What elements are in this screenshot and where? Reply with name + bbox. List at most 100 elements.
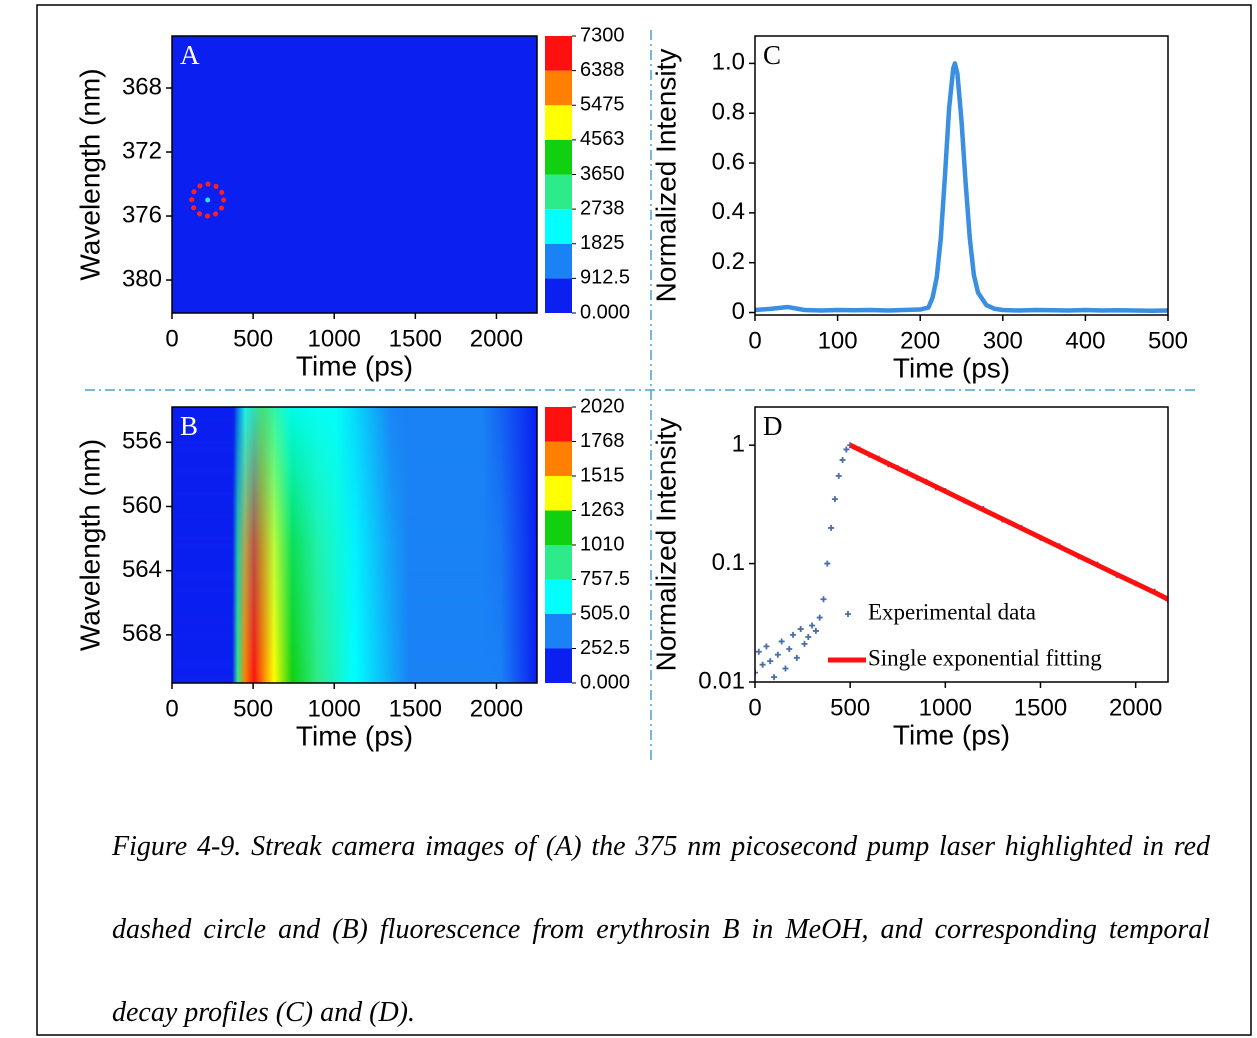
data-point xyxy=(820,596,827,603)
data-point xyxy=(778,638,785,645)
x-tick-label: 0 xyxy=(748,327,761,354)
y-tick-label: 0.6 xyxy=(712,148,745,175)
colorbar-bin xyxy=(545,579,572,614)
data-point xyxy=(801,640,808,647)
x-tick-label: 500 xyxy=(233,695,273,722)
colorbar-bin xyxy=(545,209,572,244)
heatmap-background xyxy=(172,36,537,313)
colorbar-label: 1010 xyxy=(580,533,625,555)
x-tick-label: 400 xyxy=(1065,327,1105,354)
data-point xyxy=(831,496,838,503)
y-tick-label: 0.1 xyxy=(712,549,745,576)
colorbar-label: 912.5 xyxy=(580,267,630,289)
caption: Figure 4-9. Streak camera images of (A) … xyxy=(112,831,1210,1028)
colorbar-bin xyxy=(545,614,572,649)
data-point xyxy=(790,631,797,638)
plot-area xyxy=(172,36,537,313)
legend-label: Single exponential fitting xyxy=(868,645,1102,670)
x-tick-label: 2000 xyxy=(470,325,523,352)
x-tick-label: 1000 xyxy=(308,695,361,722)
colorbar-label: 1515 xyxy=(580,464,625,486)
colorbar-label: 505.0 xyxy=(580,602,630,624)
colorbar-label: 5475 xyxy=(580,94,625,116)
plot-area xyxy=(755,442,1168,681)
x-tick-label: 200 xyxy=(900,327,940,354)
colorbar-label: 1263 xyxy=(580,499,625,521)
colorbar-bin xyxy=(545,510,572,545)
colorbar-label: 252.5 xyxy=(580,637,630,659)
x-tick-label: 0 xyxy=(748,694,761,721)
x-axis-label: Time (ps) xyxy=(296,720,413,751)
plot-area xyxy=(755,61,1168,314)
panel-label: D xyxy=(763,411,783,441)
data-point xyxy=(839,456,846,463)
y-axis-label: Normalized Intensity xyxy=(650,418,681,672)
y-axis-label: Wavelength (nm) xyxy=(74,68,105,280)
y-tick-label: 556 xyxy=(122,428,162,455)
data-point xyxy=(759,661,766,668)
x-tick-label: 1000 xyxy=(919,694,972,721)
colorbar-label: 1768 xyxy=(580,430,625,452)
colorbar-label: 0.000 xyxy=(580,671,630,693)
colorbar-bin xyxy=(545,407,572,442)
data-point xyxy=(755,648,762,655)
y-tick-label: 0 xyxy=(732,298,745,325)
y-tick-label: 560 xyxy=(122,492,162,519)
data-point xyxy=(767,658,774,665)
x-tick-label: 1500 xyxy=(389,695,442,722)
plot-frame xyxy=(754,406,1169,683)
colorbar-bin xyxy=(545,648,572,683)
colorbar-bin xyxy=(545,36,572,71)
x-tick-label: 1000 xyxy=(308,325,361,352)
plot-area xyxy=(172,407,537,683)
colorbar-bin xyxy=(545,105,572,140)
y-tick-label: 368 xyxy=(122,73,162,100)
plot-frame xyxy=(171,35,538,314)
spot xyxy=(205,197,211,203)
x-axis-label: Time (ps) xyxy=(893,352,1010,383)
data-point xyxy=(835,472,842,479)
x-tick-label: 500 xyxy=(233,325,273,352)
x-axis-label: Time (ps) xyxy=(296,350,413,381)
colorbar-bin xyxy=(545,441,572,476)
x-tick-label: 100 xyxy=(818,327,858,354)
x-tick-label: 0 xyxy=(165,695,178,722)
colorbar-bin xyxy=(545,278,572,313)
y-tick-label: 0.01 xyxy=(698,667,745,694)
colorbar-bin xyxy=(545,174,572,210)
colorbar-label: 757.5 xyxy=(580,568,630,590)
y-tick-label: 564 xyxy=(122,556,162,583)
highlight-circle xyxy=(189,181,227,219)
y-tick-label: 380 xyxy=(122,265,162,292)
x-axis-label: Time (ps) xyxy=(893,719,1010,750)
legend-label: Experimental data xyxy=(868,599,1036,624)
y-tick-label: 0.4 xyxy=(712,198,745,225)
data-point xyxy=(774,651,781,658)
legend-marker xyxy=(845,611,851,617)
y-tick-label: 0.8 xyxy=(712,99,745,126)
y-tick-label: 1 xyxy=(732,431,745,458)
panel-label: C xyxy=(763,40,781,70)
y-tick-label: 0.2 xyxy=(712,248,745,275)
colorbar-label: 1825 xyxy=(580,232,625,254)
y-tick-label: 1.0 xyxy=(712,49,745,76)
data-point xyxy=(843,446,850,453)
colorbar-label: 4563 xyxy=(580,128,625,150)
data-point xyxy=(828,524,835,531)
plot-frame xyxy=(754,35,1169,316)
data-point xyxy=(763,643,770,650)
data-point xyxy=(809,622,816,629)
colorbar-bin xyxy=(545,70,572,106)
y-axis-label: Normalized Intensity xyxy=(650,49,681,303)
x-tick-label: 2000 xyxy=(470,695,523,722)
data-point xyxy=(755,669,758,676)
emission-strong xyxy=(172,407,537,683)
y-axis-label: Wavelength (nm) xyxy=(74,439,105,651)
x-tick-label: 300 xyxy=(983,327,1023,354)
colorbar-bin xyxy=(545,139,572,175)
fit-line xyxy=(849,442,1168,602)
x-tick-label: 0 xyxy=(165,325,178,352)
data-point xyxy=(797,626,804,633)
colorbar-bin xyxy=(545,243,572,279)
